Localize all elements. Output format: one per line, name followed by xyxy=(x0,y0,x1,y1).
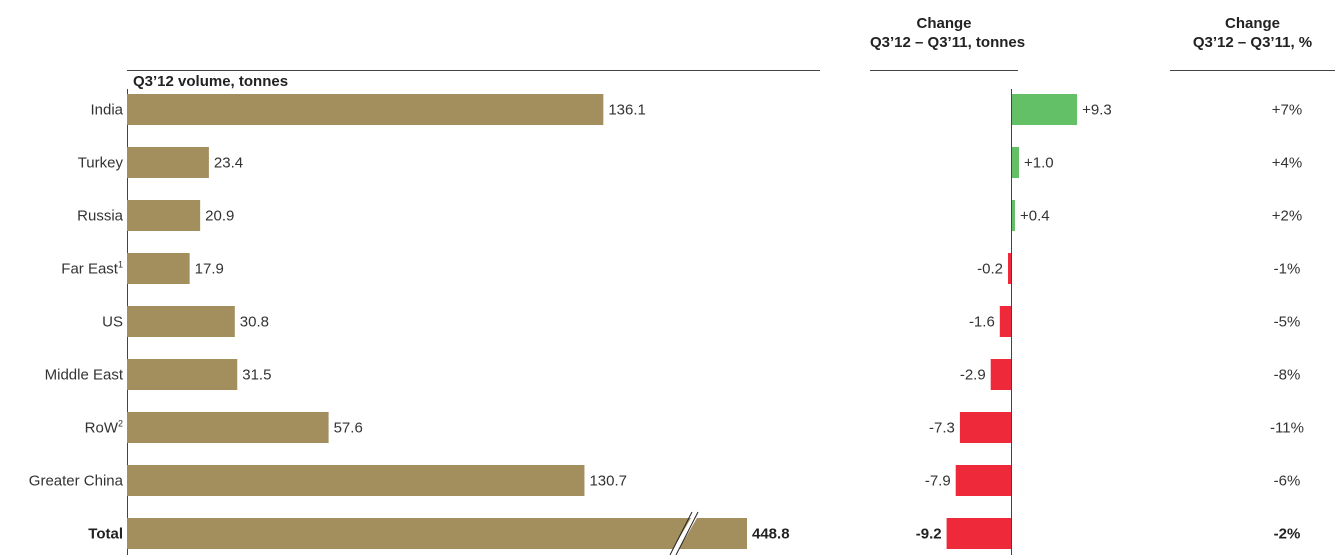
volume-value-row: 57.6 xyxy=(334,420,363,437)
volume-value-us: 30.8 xyxy=(240,314,269,331)
volume-bar-total xyxy=(127,518,747,549)
volume-bar-middle-east xyxy=(127,359,238,390)
volume-bar-greater-china xyxy=(127,465,585,496)
change-bar-russia xyxy=(1012,200,1015,231)
change-value-far-east: -0.2 xyxy=(977,261,1003,278)
pct-change-value-middle-east: -8% xyxy=(1274,367,1301,384)
category-label-far-east: Far East1 xyxy=(61,260,123,278)
change-value-greater-china: -7.9 xyxy=(925,473,951,490)
change-pct-header-rule xyxy=(1170,70,1335,71)
change-bar-turkey xyxy=(1012,147,1019,178)
change-bar-india xyxy=(1012,94,1078,125)
volume-bar-turkey xyxy=(127,147,209,178)
category-label-russia: Russia xyxy=(77,208,124,225)
change-bar-row xyxy=(959,412,1011,443)
footnote-marker: 1 xyxy=(118,260,123,270)
change-bar-far-east xyxy=(1008,253,1011,284)
pct-change-value-far-east: -1% xyxy=(1274,261,1301,278)
volume-value-turkey: 23.4 xyxy=(214,155,243,172)
category-label-turkey: Turkey xyxy=(78,155,124,172)
change-value-middle-east: -2.9 xyxy=(960,367,986,384)
volume-value-total: 448.8 xyxy=(752,526,790,543)
change-pct-header: Change Q3’12 – Q3’11, % xyxy=(1170,14,1335,52)
change-value-us: -1.6 xyxy=(969,314,995,331)
pct-change-value-row: -11% xyxy=(1270,420,1304,437)
category-label-us: US xyxy=(102,314,123,331)
change-bar-us xyxy=(999,306,1011,337)
axis-break-mark xyxy=(669,511,693,555)
volume-value-far-east: 17.9 xyxy=(195,261,224,278)
volume-value-greater-china: 130.7 xyxy=(589,473,627,490)
change-tonnes-header: Change Q3’12 – Q3’11, tonnes xyxy=(870,14,1026,52)
volume-bar-india xyxy=(127,94,604,125)
pct-change-value-india: +7% xyxy=(1272,102,1302,119)
volume-bar-row xyxy=(127,412,329,443)
category-label-total: Total xyxy=(88,526,123,543)
volume-value-india: 136.1 xyxy=(608,102,646,119)
category-label-greater-china: Greater China xyxy=(29,473,124,490)
volume-header: Q3’12 volume, tonnes xyxy=(133,73,289,90)
volume-value-middle-east: 31.5 xyxy=(242,367,271,384)
footnote-marker: 2 xyxy=(118,419,123,429)
change-value-turkey: +1.0 xyxy=(1024,155,1054,172)
change-value-india: +9.3 xyxy=(1082,102,1112,119)
change-tonnes-header-rule xyxy=(870,70,1018,71)
pct-change-value-greater-china: -6% xyxy=(1274,473,1301,490)
volume-bar-russia xyxy=(127,200,201,231)
pct-change-value-turkey: +4% xyxy=(1272,155,1302,172)
change-tonnes-header-line2: Q3’12 – Q3’11, tonnes xyxy=(870,34,1026,51)
change-value-russia: +0.4 xyxy=(1020,208,1050,225)
category-label-middle-east: Middle East xyxy=(45,367,124,384)
volume-bar-us xyxy=(127,306,235,337)
change-bar-middle-east xyxy=(990,359,1011,390)
pct-change-value-total: -2% xyxy=(1274,526,1301,543)
pct-change-value-us: -5% xyxy=(1274,314,1301,331)
change-bar-greater-china xyxy=(955,465,1011,496)
change-value-row: -7.3 xyxy=(929,420,955,437)
category-label-india: India xyxy=(90,102,123,119)
axis-break-mark xyxy=(675,511,699,555)
change-pct-header-line1: Change xyxy=(1224,15,1280,32)
volume-header-rule xyxy=(127,70,820,71)
change-tonnes-header-line1: Change xyxy=(916,15,972,32)
category-label-row: RoW2 xyxy=(85,419,123,437)
volume-bar-far-east xyxy=(127,253,190,284)
volume-value-russia: 20.9 xyxy=(205,208,234,225)
change-value-total: -9.2 xyxy=(916,526,942,543)
change-bar-total xyxy=(946,518,1011,549)
pct-change-value-russia: +2% xyxy=(1272,208,1302,225)
change-pct-header-line2: Q3’12 – Q3’11, % xyxy=(1192,34,1313,51)
